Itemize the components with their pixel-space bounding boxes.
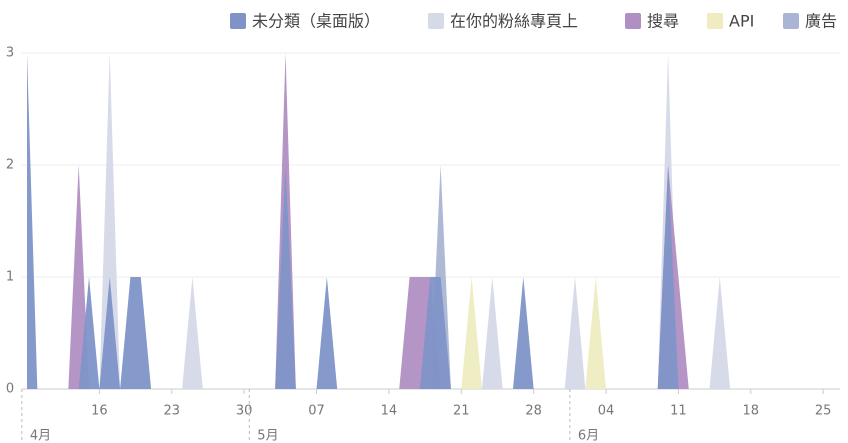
legend-swatch [783,13,799,29]
y-tick-label: 2 [6,158,14,173]
month-label: 6月 [578,429,599,443]
x-tick-label: 30 [236,404,253,419]
legend-label: 在你的粉絲專頁上 [450,12,578,31]
x-tick-label: 21 [453,404,470,419]
x-tick-label: 11 [670,404,687,419]
legend-label: API [729,12,754,31]
legend-label: 未分類（桌面版） [252,12,380,31]
legend-swatch [707,13,723,29]
y-tick-label: 0 [6,382,14,397]
x-tick-label: 28 [525,404,542,419]
month-label: 4月 [30,429,51,443]
x-tick-label: 18 [743,404,760,419]
x-tick-label: 23 [163,404,180,419]
x-tick-label: 04 [598,404,615,419]
x-tick-label: 14 [381,404,398,419]
x-tick-label: 07 [308,404,325,419]
x-tick-label: 25 [815,404,832,419]
legend-swatch [428,13,444,29]
y-tick-label: 3 [6,46,14,61]
series-area [27,53,834,389]
x-tick-label: 16 [91,404,108,419]
legend-label: 廣告 [805,12,837,31]
y-tick-label: 1 [6,270,14,285]
month-label: 5月 [257,429,278,443]
legend-swatch [230,13,246,29]
legend-label: 搜尋 [647,12,679,31]
legend-swatch [625,13,641,29]
